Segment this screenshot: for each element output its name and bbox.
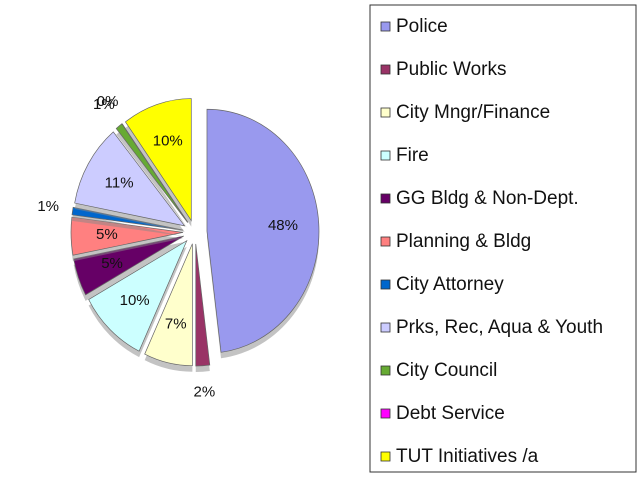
slice-label: 5% <box>101 255 123 272</box>
pie-slice <box>206 108 320 353</box>
slice-label: 7% <box>165 316 187 333</box>
slice-label: 2% <box>193 383 215 400</box>
legend-swatch <box>380 107 391 118</box>
pie-slice <box>88 239 188 352</box>
pie-slice <box>144 243 193 367</box>
legend-label: Prks, Rec, Aqua & Youth <box>396 317 603 338</box>
legend-label: City Attorney <box>396 274 504 295</box>
pie-slice <box>124 98 192 222</box>
slice-side <box>116 129 188 229</box>
legend-box <box>369 4 637 473</box>
pie-slice <box>74 131 186 227</box>
legend-label: TUT Initiatives /a <box>396 446 539 467</box>
pie-slice <box>70 216 184 256</box>
slice-label: 48% <box>268 217 298 234</box>
legend-swatch <box>380 150 391 161</box>
legend-swatch <box>380 451 391 462</box>
slice-label: 0% <box>97 93 119 110</box>
legend-swatch <box>380 193 391 204</box>
legend-label: GG Bldg & Non-Dept. <box>396 188 579 209</box>
legend-swatch <box>380 365 391 376</box>
slice-side <box>122 129 188 229</box>
legend-swatch <box>380 322 391 333</box>
slice-side <box>73 242 184 301</box>
legend-label: Police <box>396 16 448 37</box>
legend-label: Public Works <box>396 59 507 80</box>
legend-swatch <box>380 64 391 75</box>
legend-swatch <box>380 408 391 419</box>
pie-slice <box>195 243 211 367</box>
legend-label: Planning & Bldg <box>396 231 531 252</box>
legend-label: City Council <box>396 360 497 381</box>
pie-slice <box>121 123 189 223</box>
legend-label: City Mngr/Finance <box>396 102 550 123</box>
pie-slice <box>115 123 188 223</box>
slice-label: 11% <box>105 175 134 192</box>
legend-swatch <box>380 236 391 247</box>
legend-label: Fire <box>396 145 429 166</box>
legend-swatch <box>380 279 391 290</box>
slice-label: 1% <box>93 96 115 113</box>
legend-label: Debt Service <box>396 403 505 424</box>
legend-swatch <box>380 21 391 32</box>
slice-label: 10% <box>153 133 183 150</box>
slice-label: 1% <box>37 198 59 215</box>
slice-label: 5% <box>96 226 118 243</box>
slice-label: 10% <box>120 292 150 309</box>
